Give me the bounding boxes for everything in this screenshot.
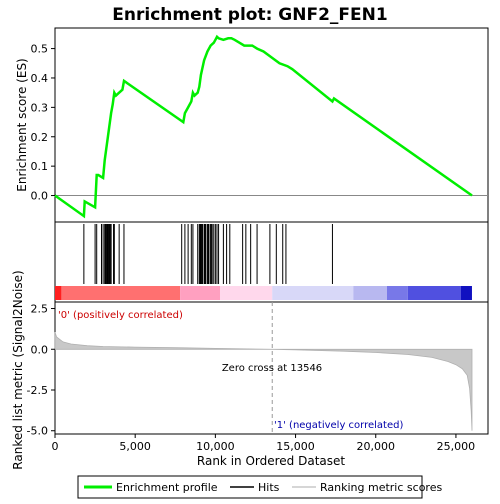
- metric-y-tick-label: -2.5: [27, 384, 48, 397]
- color-bar: [55, 286, 472, 300]
- hits-layer: [83, 224, 333, 284]
- es-panel-frame: [54, 27, 489, 223]
- x-tick-label: 0: [52, 440, 59, 453]
- color-bar-segment: [460, 286, 472, 300]
- metric-y-tick-label: 0.0: [31, 343, 49, 356]
- es-y-tick-label: 0.4: [31, 72, 49, 85]
- es-layer: 0.0 0.1 0.2 0.3 0.4 0.5: [31, 34, 488, 219]
- es-y-tick-label: 0.0: [31, 190, 49, 203]
- color-bar-segment: [180, 286, 221, 300]
- color-bar-segment: [220, 286, 273, 300]
- es-y-tick-label: 0.1: [31, 160, 49, 173]
- legend-label-metric: Ranking metric scores: [320, 481, 442, 494]
- metric-y-tick-label: -5.0: [27, 425, 48, 438]
- metric-y-tick-label: 2.5: [31, 303, 49, 316]
- x-tick-label: 25,000: [437, 440, 476, 453]
- color-bar-segment: [272, 286, 354, 300]
- es-y-axis-label: Enrichment score (ES): [15, 58, 29, 191]
- metric-panel-frame: [54, 301, 489, 435]
- color-bar-segment: [61, 286, 181, 300]
- x-tick-label: 15,000: [276, 440, 315, 453]
- legend-label-hits: Hits: [258, 481, 280, 494]
- es-y-tick-label: 0.3: [31, 101, 49, 114]
- x-axis-label: Rank in Ordered Dataset: [197, 454, 345, 468]
- chart-title: Enrichment plot: GNF2_FEN1: [112, 5, 387, 25]
- color-bar-segment: [386, 286, 408, 300]
- x-tick-label: 5,000: [119, 440, 151, 453]
- enrichment-profile-line: [54, 34, 473, 219]
- color-bar-segment: [407, 286, 461, 300]
- x-tick-label: 20,000: [356, 440, 395, 453]
- metric-layer: 2.5 0.0 -2.5 -5.0: [27, 302, 473, 438]
- negative-correlation-label: '1' (negatively correlated): [274, 420, 403, 431]
- positive-correlation-label: '0' (positively correlated): [58, 310, 183, 321]
- zero-cross-label: Zero cross at 13546: [222, 363, 322, 374]
- metric-y-axis-label: Ranked list metric (Signal2Noise): [11, 270, 25, 469]
- es-y-tick-label: 0.2: [31, 131, 49, 144]
- es-y-tick-label: 0.5: [31, 43, 49, 56]
- ranking-metric-area: [54, 331, 473, 431]
- legend-label-enrichment: Enrichment profile: [116, 481, 218, 494]
- color-bar-segment: [55, 286, 62, 300]
- x-tick-label: 10,000: [196, 440, 235, 453]
- color-bar-segment: [353, 286, 387, 300]
- x-axis-ticks: 0 5,000 10,000 15,000 20,000 25,000: [52, 434, 476, 453]
